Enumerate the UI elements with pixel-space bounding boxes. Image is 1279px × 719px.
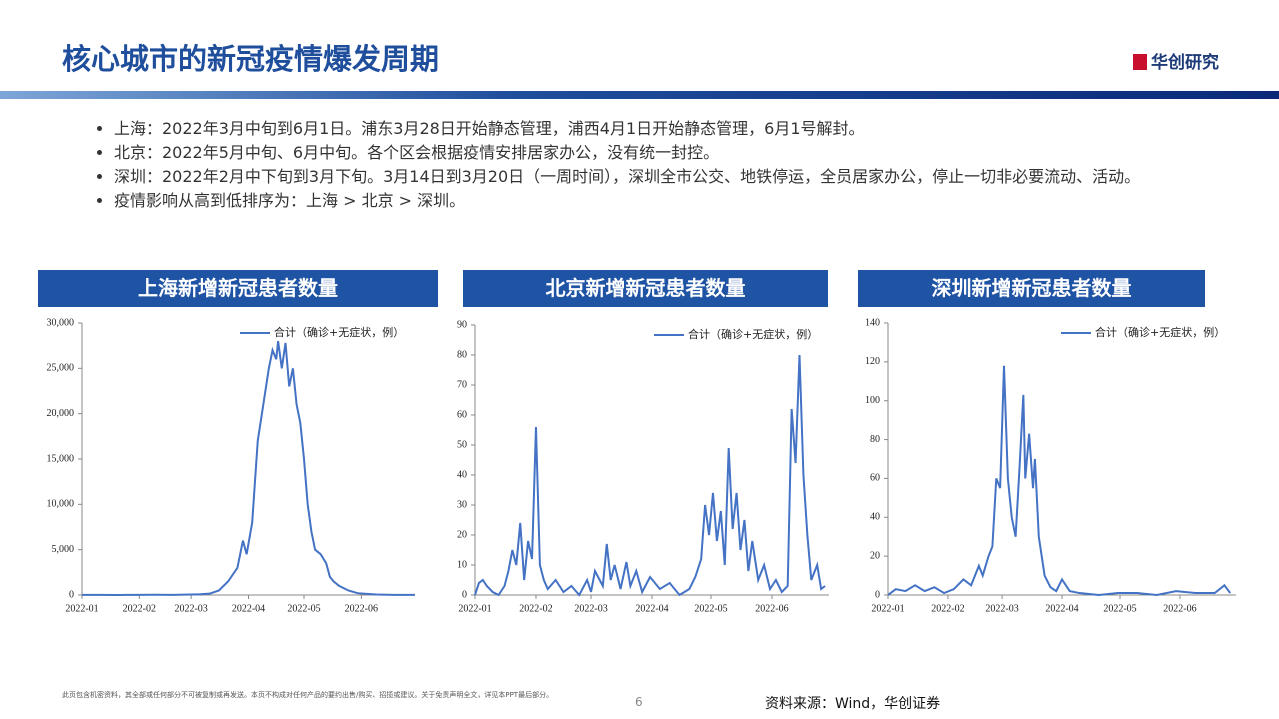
bullet-list: 上海：2022年3月中旬到6月1日。浦东3月28日开始静态管理，浦西4月1日开始… xyxy=(86,118,1174,214)
bullet: 深圳：2022年2月中下旬到3月下旬。3月14日到3月20日（一周时间），深圳全… xyxy=(114,166,1174,187)
y-tick-label: 20,000 xyxy=(47,408,75,419)
x-tick-label: 2022-03 xyxy=(174,603,207,614)
chart-title: 深圳新增新冠患者数量 xyxy=(858,270,1205,307)
page-number: 6 xyxy=(635,695,643,709)
data-line xyxy=(887,365,1232,597)
bullet: 北京：2022年5月中旬、6月中旬。各个区会根据疫情安排居家办公，没有统一封控。 xyxy=(114,142,1174,163)
legend-label: 合计（确诊+无症状，例） xyxy=(274,325,404,339)
y-tick-label: 0 xyxy=(69,589,74,600)
x-tick-label: 2022-04 xyxy=(232,603,265,614)
x-tick-label: 2022-02 xyxy=(123,603,156,614)
y-tick-label: 15,000 xyxy=(47,453,75,464)
x-tick-label: 2022-01 xyxy=(871,603,904,614)
y-tick-label: 0 xyxy=(462,589,467,600)
x-tick-label: 2022-05 xyxy=(287,603,320,614)
x-tick-label: 2022-03 xyxy=(574,603,607,614)
y-tick-label: 60 xyxy=(870,473,880,484)
legend-label: 合计（确诊+无症状，例） xyxy=(688,327,818,341)
y-tick-label: 60 xyxy=(457,409,467,420)
legend-label: 合计（确诊+无症状，例） xyxy=(1095,325,1225,339)
bullet: 上海：2022年3月中旬到6月1日。浦东3月28日开始静态管理，浦西4月1日开始… xyxy=(114,118,1174,139)
x-tick-label: 2022-06 xyxy=(345,603,378,614)
x-tick-label: 2022-01 xyxy=(458,603,491,614)
x-tick-label: 2022-01 xyxy=(65,603,98,614)
y-tick-label: 50 xyxy=(457,439,467,450)
y-tick-label: 80 xyxy=(457,349,467,360)
chart-title: 北京新增新冠患者数量 xyxy=(463,270,828,307)
disclaimer: 此页包含机密资料，其全部或任何部分不可被复制或再发送。本页不构成对任何产品的要约… xyxy=(62,691,554,699)
y-tick-label: 30,000 xyxy=(47,317,75,328)
y-tick-label: 100 xyxy=(865,395,880,406)
chart-title: 上海新增新冠患者数量 xyxy=(38,270,438,307)
y-tick-label: 5,000 xyxy=(52,544,75,555)
header-bar xyxy=(0,91,1279,99)
slide-title: 核心城市的新冠疫情爆发周期 xyxy=(62,42,440,76)
bullet: 疫情影响从高到低排序为：上海 > 北京 > 深圳。 xyxy=(114,190,1174,211)
x-tick-label: 2022-04 xyxy=(635,603,668,614)
y-tick-label: 70 xyxy=(457,379,467,390)
y-tick-label: 90 xyxy=(457,319,467,330)
y-tick-label: 40 xyxy=(870,512,880,523)
x-tick-label: 2022-02 xyxy=(519,603,552,614)
logo: 华创研究 xyxy=(1133,48,1219,73)
x-tick-label: 2022-06 xyxy=(1163,603,1196,614)
y-tick-label: 30 xyxy=(457,499,467,510)
y-tick-label: 20 xyxy=(457,529,467,540)
y-tick-label: 120 xyxy=(865,356,880,367)
x-tick-label: 2022-02 xyxy=(931,603,964,614)
y-tick-label: 10,000 xyxy=(47,499,75,510)
y-tick-label: 20 xyxy=(870,550,880,561)
y-tick-label: 140 xyxy=(865,317,880,328)
x-tick-label: 2022-04 xyxy=(1045,603,1078,614)
x-tick-label: 2022-05 xyxy=(694,603,727,614)
y-tick-label: 0 xyxy=(875,589,880,600)
x-tick-label: 2022-06 xyxy=(755,603,788,614)
x-tick-label: 2022-05 xyxy=(1103,603,1136,614)
data-line xyxy=(81,340,416,596)
y-tick-label: 40 xyxy=(457,469,467,480)
y-tick-label: 10 xyxy=(457,559,467,570)
data-line xyxy=(474,354,826,597)
y-tick-label: 25,000 xyxy=(47,363,75,374)
source: 资料来源：Wind，华创证券 xyxy=(765,696,941,712)
x-tick-label: 2022-03 xyxy=(985,603,1018,614)
y-tick-label: 80 xyxy=(870,434,880,445)
logo-text: 华创研究 xyxy=(1151,53,1219,73)
